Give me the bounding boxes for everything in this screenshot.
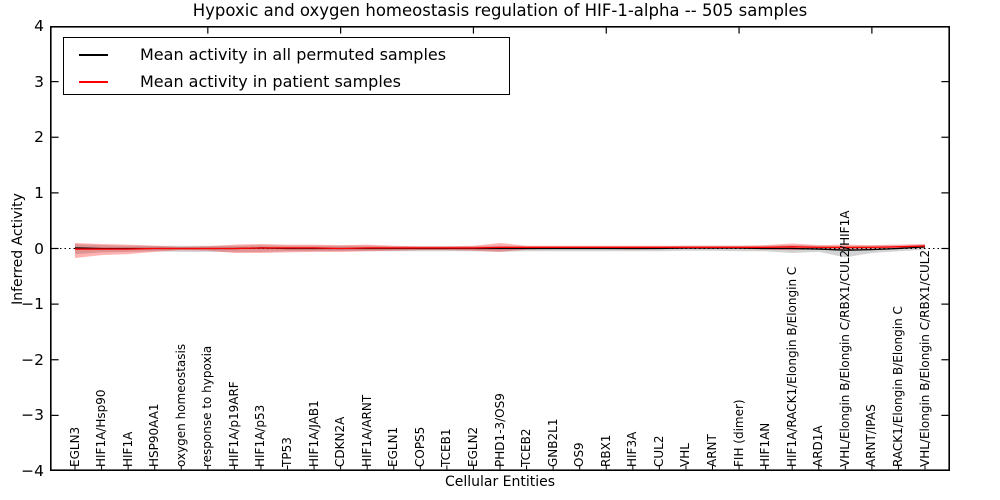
legend-label-patient: Mean activity in patient samples [140,72,401,91]
y-tick-label: −1 [21,295,44,314]
plot-area: EGLN3 HIF1A/Hsp90 HIF1A HSP90AA1 oxygen home… [50,26,950,471]
plot-canvas [50,26,950,471]
y-axis-tick-labels: 4 3 2 1 0 −1 −2 −3 −4 [0,17,44,480]
y-tick-label: 4 [34,17,44,35]
y-tick-label: −4 [21,462,44,480]
y-tick-label: 1 [34,183,44,202]
y-tick-label: −3 [21,406,44,425]
y-tick-label: −2 [21,350,44,369]
legend: Mean activity in all permuted samples Me… [63,37,510,95]
legend-item-patient: Mean activity in patient samples [64,68,509,95]
x-axis-label: Cellular Entities [444,474,556,490]
legend-line-permuted-icon [79,53,108,56]
y-tick-label: 3 [34,72,44,91]
y-tick-label: 0 [34,239,44,258]
legend-label-permuted: Mean activity in all permuted samples [140,45,447,64]
y-tick-label: 2 [34,128,44,147]
chart-title: Hypoxic and oxygen homeostasis regulatio… [192,1,808,20]
legend-item-permuted: Mean activity in all permuted samples [64,41,509,68]
legend-line-patient-icon [79,80,108,83]
